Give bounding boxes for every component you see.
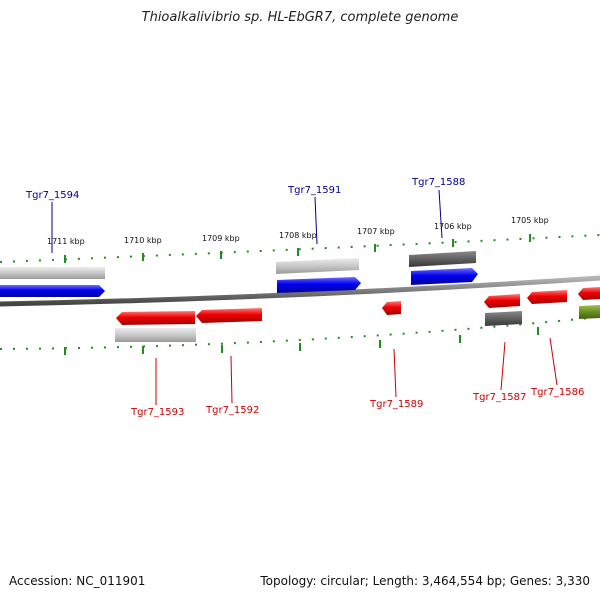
gene-bar-light[interactable] [276, 258, 359, 274]
genome-summary: Topology: circular; Length: 3,464,554 bp… [260, 574, 590, 588]
gene-label-tgr7-1589[interactable]: Tgr7_1589 [369, 399, 423, 410]
reverse-leader-lines [155, 337, 558, 405]
ruler-label: 1709 kbp [202, 234, 240, 243]
gene-arrow-tgr7-1589[interactable] [382, 301, 401, 315]
gene-label-tgr7-1592[interactable]: Tgr7_1592 [205, 405, 259, 416]
gene-bar-dark[interactable] [409, 251, 476, 267]
ruler-label: 1711 kbp [47, 237, 85, 246]
gene-label-tgr7-1588[interactable]: Tgr7_1588 [411, 177, 465, 188]
upper-tick-track [0, 234, 600, 263]
upper-major-ticks [64, 234, 531, 263]
gene-arrow-tgr7-1588[interactable] [411, 268, 478, 285]
forward-leader-lines [51, 189, 443, 253]
accession-text: Accession: NC_011901 [9, 574, 146, 588]
map-title: Thioalkalivibrio sp. HL-EbGR7, complete … [141, 10, 459, 25]
gene-arrow-tgr7-1593[interactable] [116, 311, 195, 325]
gene-arrow-tgr7-1591[interactable] [277, 277, 361, 293]
gene-bar-dark[interactable] [485, 311, 522, 326]
lower-tick-track [0, 316, 600, 350]
gene-arrow-tgr7-1592[interactable] [196, 308, 262, 323]
ruler-label: 1708 kbp [279, 231, 317, 240]
gene-label-tgr7-1587[interactable]: Tgr7_1587 [472, 392, 526, 403]
gene-label-tgr7-1586[interactable]: Tgr7_1586 [530, 387, 584, 398]
gene-bar-light[interactable] [115, 328, 196, 342]
gene-bar-light[interactable] [0, 267, 105, 279]
lower-major-ticks [64, 327, 539, 355]
gene-arrow-tgr7-1594[interactable] [0, 285, 105, 297]
gene-arrow-partial[interactable] [578, 287, 600, 300]
ruler-label: 1710 kbp [124, 236, 162, 245]
gene-label-tgr7-1594[interactable]: Tgr7_1594 [25, 190, 79, 201]
gene-arrow-tgr7-1586[interactable] [527, 290, 567, 304]
ruler-label: 1706 kbp [434, 222, 472, 231]
gene-label-tgr7-1591[interactable]: Tgr7_1591 [287, 185, 341, 196]
ruler-label: 1705 kbp [511, 216, 549, 225]
gene-bar-olive[interactable] [579, 305, 600, 319]
ruler-label: 1707 kbp [357, 227, 395, 236]
gene-label-tgr7-1593[interactable]: Tgr7_1593 [130, 407, 184, 418]
genome-backbone [0, 275, 600, 307]
gene-arrow-tgr7-1587[interactable] [484, 294, 520, 308]
